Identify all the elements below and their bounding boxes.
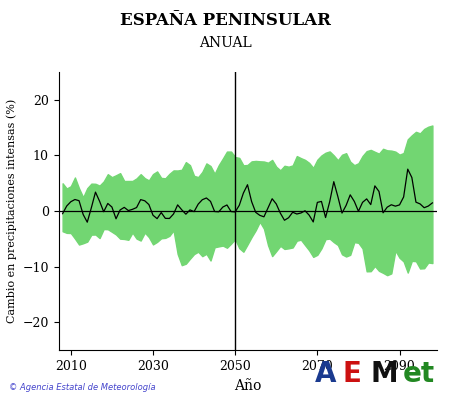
Text: et: et xyxy=(403,360,435,388)
X-axis label: Año: Año xyxy=(234,378,261,392)
Text: E: E xyxy=(343,360,362,388)
Text: ANUAL: ANUAL xyxy=(198,36,252,50)
Text: ESPAÑA PENINSULAR: ESPAÑA PENINSULAR xyxy=(120,12,330,29)
Text: M: M xyxy=(370,360,398,388)
Text: A: A xyxy=(315,360,337,388)
Y-axis label: Cambio en precipitaciones intensas (%): Cambio en precipitaciones intensas (%) xyxy=(6,99,17,323)
Text: © Agencia Estatal de Meteorología: © Agencia Estatal de Meteorología xyxy=(9,383,156,392)
